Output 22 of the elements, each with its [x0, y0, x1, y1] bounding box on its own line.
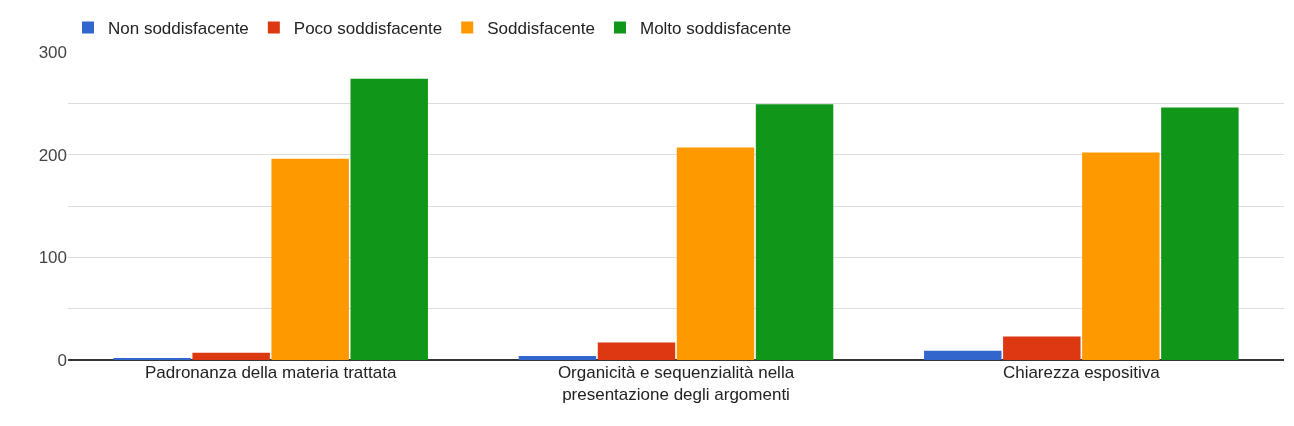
- y-tick-label: 200: [38, 145, 67, 165]
- y-tick-label: 100: [38, 248, 67, 268]
- bar: [271, 158, 349, 360]
- y-tick-label: 300: [38, 42, 67, 62]
- x-tick-label: Organicità e sequenzialità nella presentazione degli argomenti: [557, 363, 795, 405]
- legend-label: Poco soddisfacente: [293, 19, 443, 39]
- bar: [597, 342, 676, 360]
- legend-label: Soddisfacente: [487, 19, 595, 39]
- bar: [192, 352, 270, 360]
- x-tick-label: Chiarezza espositiva: [1002, 363, 1161, 382]
- bar: [924, 350, 1002, 360]
- bar: [1003, 336, 1081, 360]
- y-tick-label: 0: [57, 350, 67, 370]
- legend-label: Molto soddisfacente: [639, 19, 792, 39]
- bar: [1161, 107, 1239, 360]
- legend-label: Non soddisfacente: [108, 19, 249, 39]
- x-tick-label: Padronanza della materia trattata: [144, 363, 397, 382]
- bar: [1082, 152, 1160, 360]
- bar: [755, 104, 834, 360]
- bar: [676, 147, 755, 360]
- bar: [518, 355, 597, 360]
- bar: [350, 78, 428, 360]
